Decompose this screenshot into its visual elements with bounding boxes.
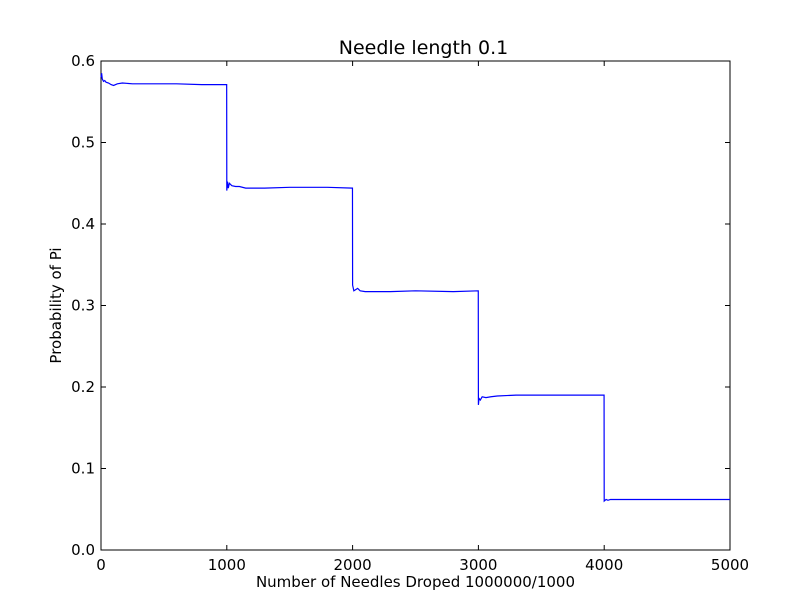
x-tick-label: 0 [96,556,106,574]
series-line-probability [100,73,730,503]
x-tick-label: 1000 [208,556,246,574]
chart-title: Needle length 0.1 [339,37,508,59]
y-axis-ticks: 0.0 0.1 0.2 0.3 0.4 0.5 0.6 [71,52,730,559]
x-tick-label: 2000 [334,556,372,574]
x-axis-ticks: 0 1000 2000 3000 4000 5000 [96,61,749,574]
plot-frame [100,60,731,551]
y-tick-label: 0.0 [71,541,95,559]
y-axis-label: Probability of Pi [47,247,65,363]
x-tick-label: 4000 [585,556,623,574]
y-tick-label: 0.6 [71,52,95,70]
y-tick-label: 0.2 [71,378,95,396]
y-tick-label: 0.1 [71,460,95,478]
y-tick-label: 0.3 [71,297,95,315]
x-axis-label: Number of Needles Droped 1000000/1000 [256,573,575,591]
y-tick-label: 0.5 [71,134,95,152]
x-tick-label: 5000 [711,556,749,574]
y-tick-label: 0.4 [71,215,95,233]
plot-area [100,60,731,551]
x-tick-label: 3000 [459,556,497,574]
